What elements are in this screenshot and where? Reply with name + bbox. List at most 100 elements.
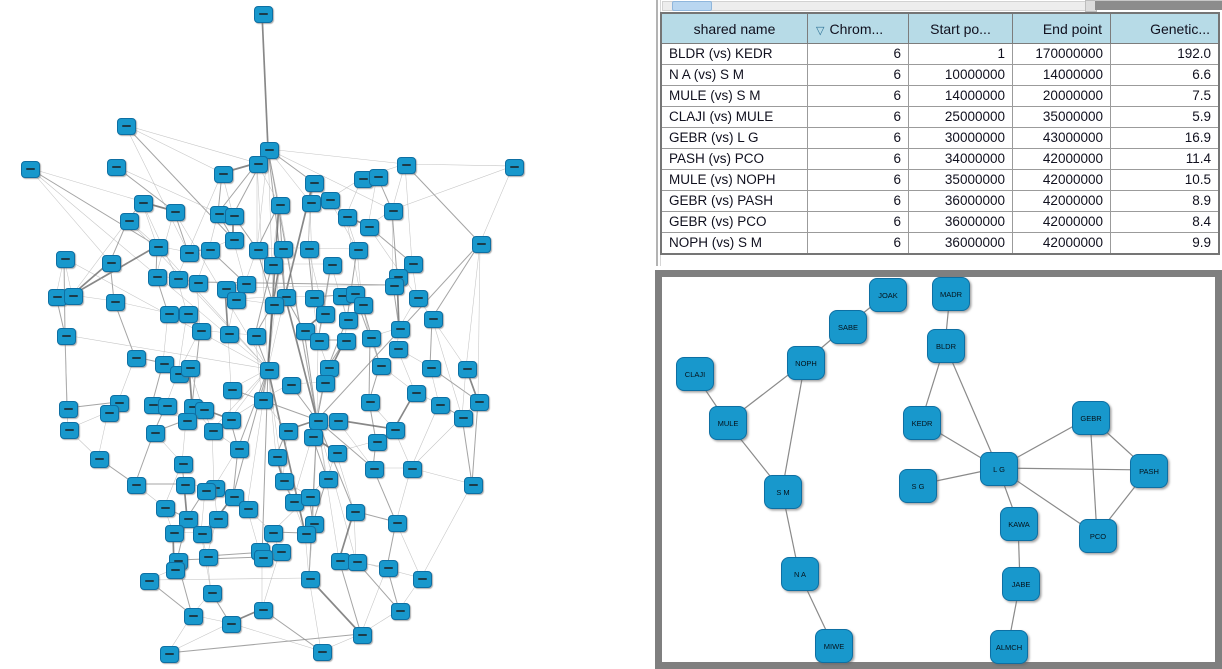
network-node[interactable] [238, 500, 258, 518]
network-node[interactable] [259, 141, 279, 159]
network-node[interactable] [219, 325, 239, 343]
network-node[interactable] [299, 240, 319, 258]
network-node[interactable] [99, 404, 119, 422]
network-node[interactable] [20, 160, 40, 178]
network-node[interactable] [145, 424, 165, 442]
network-node[interactable] [453, 409, 473, 427]
network-node[interactable] [183, 607, 203, 625]
network-node[interactable] [178, 510, 198, 528]
network-node[interactable] [221, 411, 241, 429]
network-node[interactable] [471, 235, 491, 253]
network-node[interactable] [469, 393, 489, 411]
network-node[interactable] [273, 240, 293, 258]
network-node[interactable] [173, 455, 193, 473]
network-node[interactable] [378, 559, 398, 577]
network-node[interactable] [347, 553, 367, 571]
network-node[interactable] [226, 291, 246, 309]
network-node[interactable] [191, 322, 211, 340]
network-node[interactable] [116, 117, 136, 135]
network-node[interactable] [403, 255, 423, 273]
column-header-endpoint[interactable]: End point [1012, 12, 1111, 44]
network-node[interactable] [229, 440, 249, 458]
network-node[interactable] [59, 421, 79, 439]
network-node[interactable] [338, 311, 358, 329]
network-node[interactable] [165, 561, 185, 579]
network-node[interactable] [177, 412, 197, 430]
network-node[interactable] [359, 218, 379, 236]
node-bldr[interactable]: BLDR [927, 329, 965, 363]
network-node[interactable] [147, 268, 167, 286]
network-node[interactable] [320, 191, 340, 209]
network-node[interactable] [106, 158, 126, 176]
network-node[interactable] [267, 448, 287, 466]
network-node[interactable] [202, 584, 222, 602]
node-gebr[interactable]: GEBR [1072, 401, 1110, 435]
network-node[interactable] [353, 296, 373, 314]
network-node[interactable] [304, 289, 324, 307]
node-pco[interactable]: PCO [1079, 519, 1117, 553]
table-row[interactable]: MULE (vs) S M 6 14000000 20000000 7.5 [660, 85, 1220, 107]
network-node[interactable] [203, 422, 223, 440]
node-s-g[interactable]: S G [899, 469, 937, 503]
network-node[interactable] [236, 275, 256, 293]
network-node[interactable] [361, 329, 381, 347]
node-mule[interactable]: MULE [709, 406, 747, 440]
network-node[interactable] [101, 254, 121, 272]
network-node[interactable] [56, 327, 76, 345]
table-row[interactable]: BLDR (vs) KEDR 6 1 170000000 192.0 [660, 43, 1220, 65]
network-node[interactable] [327, 444, 347, 462]
network-node[interactable] [246, 327, 266, 345]
network-node[interactable] [221, 615, 241, 633]
network-node[interactable] [301, 194, 321, 212]
network-node[interactable] [352, 626, 372, 644]
network-node[interactable] [208, 510, 228, 528]
node-miwe[interactable]: MIWE [815, 629, 853, 663]
network-node[interactable] [384, 277, 404, 295]
network-node[interactable] [192, 525, 212, 543]
horizontal-scrollbar-track[interactable] [662, 1, 1094, 11]
network-node[interactable] [105, 293, 125, 311]
network-node[interactable] [348, 241, 368, 259]
horizontal-scrollbar-thumb[interactable] [672, 1, 712, 11]
network-node[interactable] [315, 305, 335, 323]
network-node[interactable] [274, 472, 294, 490]
network-node[interactable] [278, 422, 298, 440]
column-header-sharedname[interactable]: shared name [660, 12, 808, 44]
network-node[interactable] [421, 359, 441, 377]
table-row[interactable]: NOPH (vs) S M 6 36000000 42000000 9.9 [660, 232, 1220, 255]
network-node[interactable] [253, 549, 273, 567]
network-node[interactable] [300, 570, 320, 588]
network-node[interactable] [139, 572, 159, 590]
network-node[interactable] [89, 450, 109, 468]
network-node[interactable] [385, 421, 405, 439]
network-node[interactable] [328, 412, 348, 430]
network-node[interactable] [322, 256, 342, 274]
network-node[interactable] [55, 250, 75, 268]
network-node[interactable] [263, 256, 283, 274]
network-node[interactable] [196, 482, 216, 500]
node-pash[interactable]: PASH [1130, 454, 1168, 488]
network-node[interactable] [253, 391, 273, 409]
network-node[interactable] [194, 401, 214, 419]
network-node[interactable] [154, 355, 174, 373]
network-node[interactable] [364, 460, 384, 478]
network-node[interactable] [423, 310, 443, 328]
node-n-a[interactable]: N A [781, 557, 819, 591]
network-node[interactable] [412, 570, 432, 588]
network-node[interactable] [271, 543, 291, 561]
network-node[interactable] [281, 376, 301, 394]
table-row[interactable]: CLAJI (vs) MULE 6 25000000 35000000 5.9 [660, 106, 1220, 128]
network-node[interactable] [402, 460, 422, 478]
table-row[interactable]: N A (vs) S M 6 10000000 14000000 6.6 [660, 64, 1220, 86]
node-joak[interactable]: JOAK [869, 278, 907, 312]
node-jabe[interactable]: JABE [1002, 567, 1040, 601]
network-node[interactable] [309, 332, 329, 350]
node-claji[interactable]: CLAJI [676, 357, 714, 391]
network-node[interactable] [179, 244, 199, 262]
network-node[interactable] [406, 384, 426, 402]
network-node[interactable] [318, 470, 338, 488]
node-sabe[interactable]: SABE [829, 310, 867, 344]
column-header-startpo[interactable]: Start po... [908, 12, 1013, 44]
table-row[interactable]: GEBR (vs) PCO 6 36000000 42000000 8.4 [660, 211, 1220, 233]
node-kawa[interactable]: KAWA [1000, 507, 1038, 541]
